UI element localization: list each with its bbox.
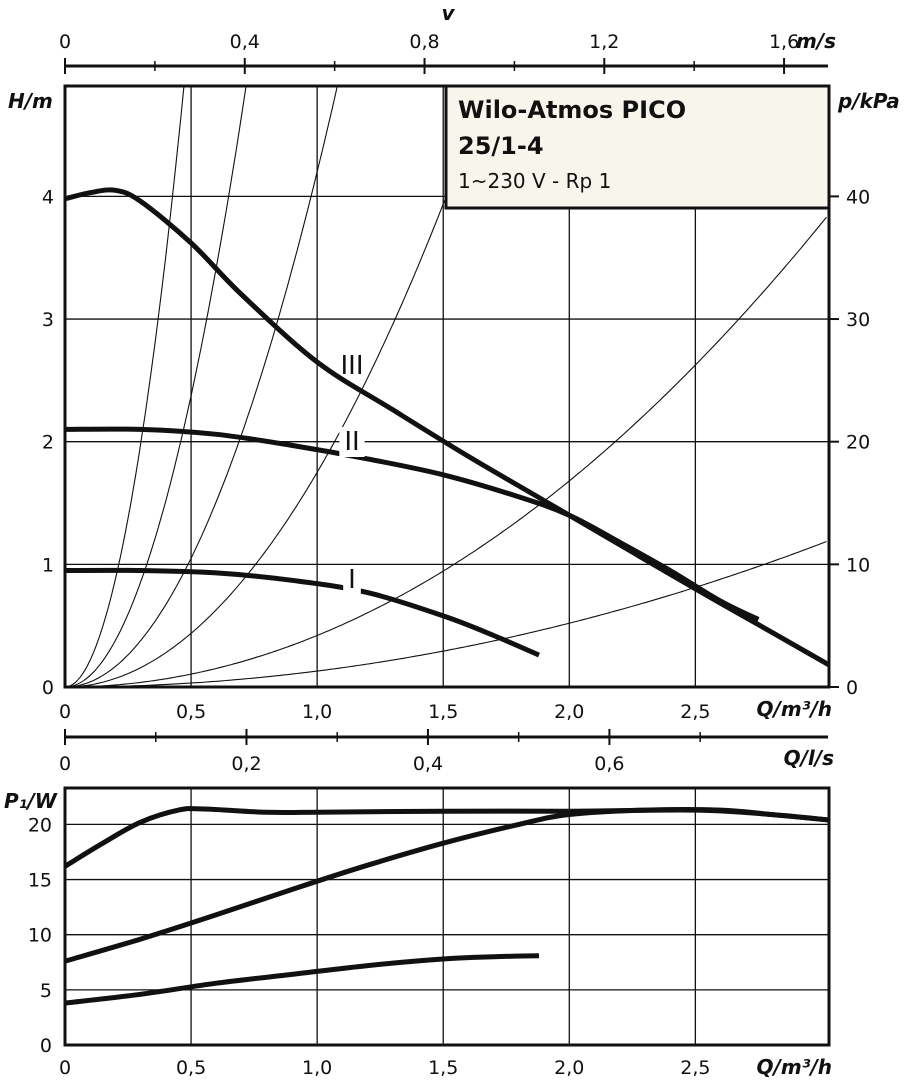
- head-axis-label: H/m: [8, 89, 53, 113]
- pressure-tick-label: 20: [846, 432, 870, 454]
- chart-title: Wilo-Atmos PICO: [458, 96, 686, 124]
- flow-tick-label: 1,5: [428, 701, 458, 723]
- power-tick-label: 20: [28, 814, 52, 836]
- head-curve-I: [65, 567, 541, 658]
- litre-tick-label: 0,6: [594, 753, 624, 775]
- head-plot-frame: [63, 84, 831, 689]
- flow-tick-label: 2,5: [680, 701, 710, 723]
- litre-tick-label: 0,4: [413, 753, 443, 775]
- power-flow-tick-label: 1,5: [428, 1057, 458, 1079]
- pressure-tick-label: 10: [846, 554, 870, 576]
- flow-axis-label-bottom: Q/m³/h: [757, 1055, 832, 1079]
- system-curve: [65, 86, 185, 687]
- velocity-tick-label: 0,8: [409, 31, 439, 53]
- power-curve-II: [65, 807, 829, 964]
- pressure-tick-label: 40: [846, 186, 870, 208]
- power-flow-tick-label: 2,0: [554, 1057, 584, 1079]
- power-flow-tick-label: 1,0: [302, 1057, 332, 1079]
- power-series: [65, 806, 829, 1006]
- head-curve-III: [65, 187, 829, 668]
- power-tick-label: 10: [28, 925, 52, 947]
- flow-litre-axis: 0 0,2 0,4 0,6 Q/l/s: [59, 729, 834, 775]
- power-flow-tick-label: 0: [59, 1057, 71, 1079]
- velocity-axis-letter: v: [441, 1, 455, 25]
- velocity-axis-unit: m/s: [796, 29, 836, 53]
- power-flow-tick-label: 0,5: [176, 1057, 206, 1079]
- power-flow-tick-label: 2,5: [680, 1057, 710, 1079]
- curve-label-III: III: [340, 351, 363, 381]
- chart-note: 1~230 V - Rp 1: [458, 169, 611, 193]
- power-tick-label: 0: [40, 1035, 52, 1057]
- head-chart: 0 0,4 0,8 1,2 1,6 v m/s Wilo-Atmos PICO 25/1…: [8, 1, 900, 723]
- system-curve: [65, 86, 247, 687]
- velocity-tick-label: 1,6: [769, 31, 799, 53]
- power-curve-I: [65, 953, 540, 1006]
- flow-tick-label: 1,0: [302, 701, 332, 723]
- curve-label-I-background: [343, 565, 361, 595]
- power-tick-label: 5: [40, 980, 52, 1002]
- litre-axis-label: Q/l/s: [784, 746, 834, 770]
- power-chart: P₁/W Q/m³/h 0 0,5 1,0 1,5 2,0 2,5 0 5 10 15 20: [4, 786, 832, 1079]
- head-tick-label: 2: [42, 432, 54, 454]
- system-curves: [65, 86, 827, 687]
- title-box: Wilo-Atmos PICO 25/1-4 1~230 V - Rp 1: [444, 84, 831, 210]
- curve-label-I: I: [348, 565, 356, 595]
- system-curve: [65, 86, 338, 687]
- curve-label-II: II: [344, 427, 359, 457]
- pressure-tick-label: 0: [846, 677, 858, 699]
- flow-tick-label: 0,5: [176, 701, 206, 723]
- power-plot-frame: [63, 786, 831, 1047]
- head-curve-II: [65, 426, 760, 622]
- system-curve: [65, 86, 488, 687]
- head-tick-label: 3: [42, 309, 54, 331]
- velocity-axis-ticks: 0 0,4 0,8 1,2 1,6: [59, 31, 799, 74]
- head-tick-label: 4: [42, 186, 54, 208]
- chart-subtitle: 25/1-4: [458, 132, 544, 160]
- litre-tick-label: 0: [59, 753, 71, 775]
- flow-axis-label-top: Q/m³/h: [757, 697, 832, 721]
- power-grid: [65, 788, 829, 1045]
- pressure-axis-label: p/kPa: [837, 89, 900, 113]
- power-curve-III: [65, 806, 829, 869]
- pressure-tick-label: 30: [846, 309, 870, 331]
- system-curve: [65, 216, 827, 687]
- velocity-tick-label: 0,4: [230, 31, 260, 53]
- velocity-tick-label: 1,2: [589, 31, 619, 53]
- litre-tick-label: 0,2: [231, 753, 261, 775]
- head-series: [65, 187, 829, 668]
- power-axis-ticks: 0 0,5 1,0 1,5 2,0 2,5 0 5 10 15 20: [28, 814, 711, 1079]
- litre-axis-ticks: 0 0,2 0,4 0,6: [59, 729, 701, 775]
- system-curve: [65, 541, 827, 687]
- curve-label-II-background: [339, 427, 365, 457]
- flow-tick-label: 0: [59, 701, 71, 723]
- head-tick-label: 0: [42, 677, 54, 699]
- velocity-tick-label: 0: [59, 31, 71, 53]
- power-tick-label: 15: [28, 870, 52, 892]
- power-axis-label: P₁/W: [4, 789, 58, 813]
- flow-tick-label: 2,0: [554, 701, 584, 723]
- head-tick-label: 1: [42, 554, 54, 576]
